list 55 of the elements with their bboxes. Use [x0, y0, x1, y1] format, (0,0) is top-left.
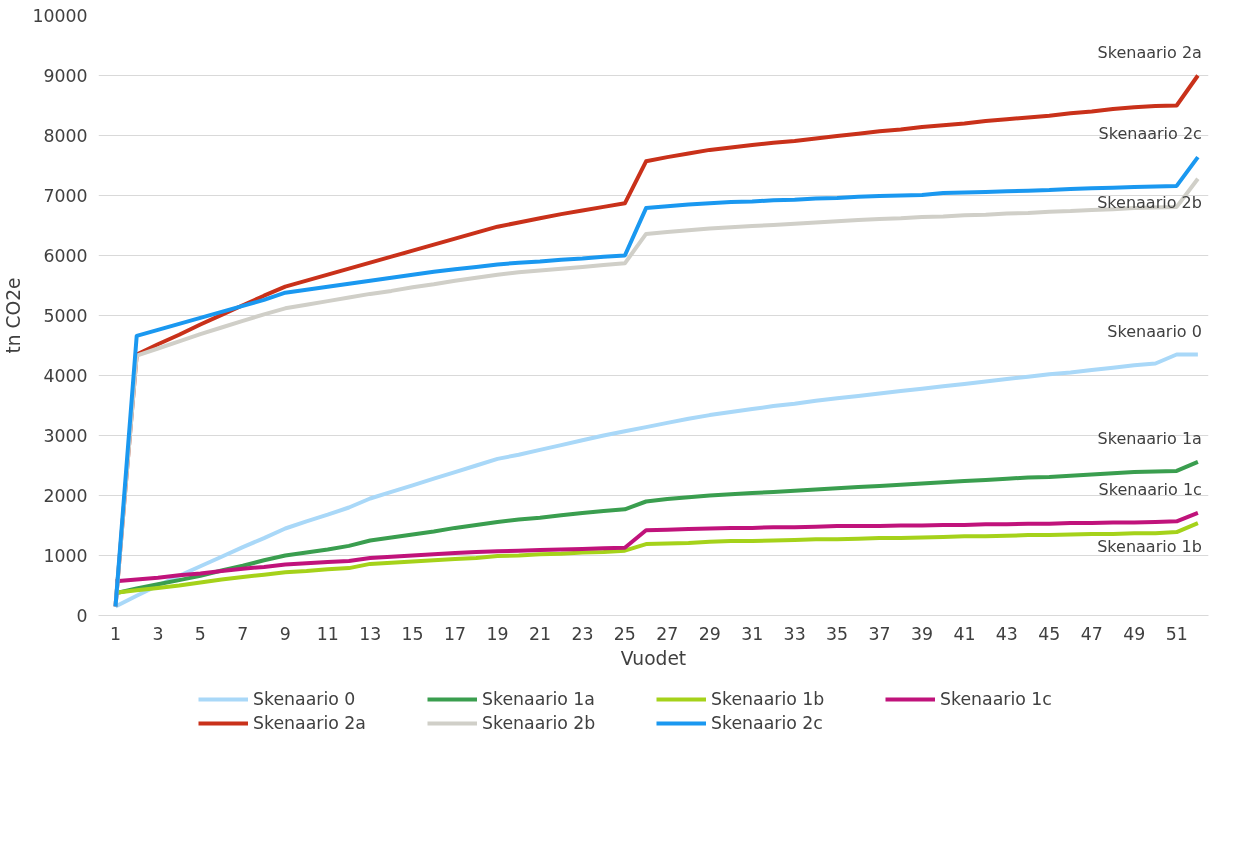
y-tick-label: 4000	[43, 366, 88, 386]
x-tick-label: 21	[528, 623, 551, 644]
x-tick-label: 11	[316, 623, 339, 644]
y-tick-label: 0	[76, 606, 88, 626]
x-tick-label: 47	[1080, 623, 1103, 644]
legend-label: Skenaario 2b	[482, 713, 597, 733]
x-tick-label: 49	[1123, 623, 1146, 644]
x-tick-label: 31	[741, 623, 764, 644]
x-tick-label: 29	[698, 623, 721, 644]
y-tick-label: 9000	[43, 66, 88, 86]
y-tick-label: 2000	[43, 486, 88, 506]
text: Skenaario 1c	[1098, 479, 1202, 499]
x-axis-title: Vuodet	[620, 647, 687, 669]
x-tick-label: 9	[279, 623, 291, 644]
x-tick-label: 45	[1038, 623, 1061, 644]
x-tick-label: 35	[826, 623, 849, 644]
text: Skenaario 1a	[1097, 428, 1202, 448]
x-tick-label: 43	[995, 623, 1018, 644]
x-tick-label: 3	[152, 623, 164, 644]
legend-label: Skenaario 1c	[940, 689, 1053, 709]
x-tick-label: 39	[910, 623, 934, 644]
x-tick-label: 15	[401, 623, 424, 644]
y-tick-label: 6000	[43, 246, 88, 266]
text: Skenaario 0	[1107, 321, 1202, 341]
x-tick-label: 37	[868, 623, 891, 644]
legend-label: Skenaario 2c	[711, 713, 824, 733]
x-tick-label: 27	[656, 623, 679, 644]
text: Skenaario 2a	[1097, 42, 1202, 62]
legend-label: Skenaario 1a	[482, 689, 596, 709]
y-tick-label: 1000	[43, 546, 88, 566]
x-tick-label: 13	[359, 623, 382, 644]
x-tick-label: 25	[613, 623, 636, 644]
y-tick-label: 7000	[43, 186, 88, 206]
y-tick-label: 8000	[43, 126, 88, 146]
legend-label: Skenaario 1b	[711, 689, 826, 709]
line-series	[113, 510, 1200, 584]
x-tick-label: 1	[109, 623, 121, 644]
x-tick-label: 19	[486, 623, 509, 644]
y-axis-title: tn CO2e	[3, 277, 25, 354]
line-series	[113, 352, 1200, 609]
legend-label: Skenaario 2a	[253, 713, 367, 733]
x-tick-label: 23	[571, 623, 594, 644]
text: Skenaario 2c	[1098, 124, 1202, 144]
x-tick-label: 41	[953, 623, 976, 644]
legend-label: Skenaario 0	[253, 689, 357, 709]
y-tick-label: 5000	[43, 306, 88, 326]
text: Skenaario 2b	[1097, 192, 1202, 212]
x-tick-label: 33	[783, 623, 806, 644]
x-tick-label: 51	[1165, 623, 1188, 644]
y-tick-label: 3000	[43, 426, 88, 446]
text: Skenaario 1b	[1097, 537, 1202, 557]
y-tick-label: 10000	[32, 6, 88, 26]
x-tick-label: 5	[194, 623, 206, 644]
x-tick-label: 7	[237, 623, 249, 644]
x-tick-label: 17	[444, 623, 467, 644]
